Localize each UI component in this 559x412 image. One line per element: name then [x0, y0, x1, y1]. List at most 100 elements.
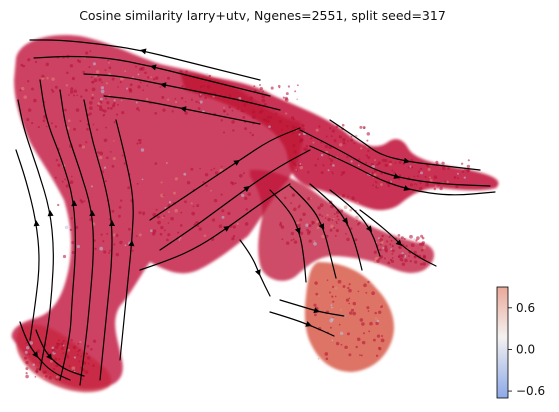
- cell-point: [296, 84, 299, 87]
- cell-point: [367, 149, 370, 153]
- cell-point: [315, 128, 319, 132]
- cell-point: [86, 356, 91, 360]
- cell-point: [359, 125, 363, 129]
- cell-point: [244, 222, 249, 226]
- cell-point: [107, 107, 110, 110]
- cell-point: [99, 155, 103, 160]
- cell-point: [371, 171, 374, 174]
- streamline-arrowhead: [46, 353, 52, 360]
- cell-point: [206, 72, 208, 75]
- cell-point: [117, 86, 119, 88]
- streamline-arrowhead: [294, 227, 301, 234]
- cell-point: [154, 162, 158, 165]
- cell-point: [253, 85, 256, 88]
- cell-point: [79, 366, 82, 369]
- streamline-arrowhead: [128, 240, 135, 247]
- cell-point: [290, 116, 295, 120]
- cell-point: [381, 334, 384, 338]
- cell-point: [220, 165, 223, 168]
- cell-point: [281, 238, 284, 241]
- streamline-arrowhead: [366, 225, 372, 232]
- cell-point: [357, 164, 360, 167]
- cell-point: [391, 257, 394, 259]
- cell-point: [278, 86, 281, 89]
- cell-point: [44, 370, 47, 374]
- cell-point: [355, 345, 358, 349]
- cell-point: [152, 78, 156, 81]
- cell-point: [466, 164, 471, 169]
- cell-point: [318, 125, 321, 128]
- cell-point: [232, 225, 236, 229]
- streamline: [309, 183, 363, 271]
- cell-point: [353, 142, 356, 145]
- cell-point: [329, 291, 331, 294]
- cell-point: [53, 357, 58, 361]
- streamline-arrowhead: [403, 185, 410, 191]
- cell-point: [296, 223, 301, 228]
- cell-point: [23, 356, 28, 360]
- cell-point: [290, 231, 295, 236]
- cell-point: [329, 127, 332, 130]
- cell-point: [103, 138, 108, 143]
- cell-point: [111, 164, 115, 168]
- cell-point: [419, 181, 422, 185]
- cell-point: [350, 160, 353, 163]
- cell-point: [351, 305, 354, 309]
- cell-point: [456, 172, 460, 175]
- cell-point: [410, 243, 415, 248]
- cell-point: [281, 129, 284, 132]
- cell-point: [56, 342, 59, 346]
- cell-point: [186, 180, 191, 185]
- cell-point: [73, 94, 76, 97]
- cell-point: [269, 116, 273, 119]
- cell-point: [113, 140, 115, 142]
- cell-point: [91, 96, 94, 100]
- cell-point: [84, 88, 88, 92]
- cell-point: [145, 97, 149, 101]
- cell-point: [329, 163, 332, 166]
- cell-point: [221, 209, 225, 213]
- cell-point: [105, 156, 109, 160]
- cell-point: [180, 211, 183, 214]
- cell-point: [350, 227, 353, 230]
- cell-point: [294, 126, 297, 129]
- cell-point: [361, 322, 365, 326]
- cell-point: [221, 215, 225, 219]
- cell-point: [453, 176, 457, 179]
- cell-point: [348, 283, 351, 286]
- cell-point: [350, 135, 353, 138]
- cell-point: [415, 239, 418, 242]
- cell-point: [146, 84, 149, 87]
- cell-point: [53, 350, 57, 354]
- cell-point: [51, 346, 55, 349]
- cell-point: [366, 139, 369, 142]
- cell-point: [141, 178, 144, 181]
- cell-point: [167, 98, 170, 101]
- cell-point: [378, 346, 381, 349]
- cell-point: [190, 167, 194, 171]
- cell-point: [331, 129, 335, 133]
- cell-point: [107, 59, 110, 62]
- cell-point: [268, 125, 271, 129]
- cell-point: [106, 101, 110, 105]
- cell-point: [115, 113, 119, 116]
- cell-point: [90, 76, 93, 79]
- streamline-arrowhead: [305, 321, 312, 327]
- cell-point: [185, 70, 188, 73]
- cell-point: [28, 353, 31, 356]
- cell-point: [420, 262, 423, 266]
- cell-point: [105, 180, 107, 183]
- cell-point: [384, 247, 388, 252]
- streamline-arrowhead: [89, 210, 96, 217]
- cell-point: [374, 257, 377, 260]
- cell-point: [373, 250, 377, 254]
- cell-point: [108, 94, 111, 97]
- cell-point: [375, 185, 379, 189]
- cell-point: [297, 130, 301, 134]
- cell-point: [74, 225, 79, 230]
- cell-point: [377, 237, 380, 240]
- cell-point: [173, 191, 176, 195]
- cell-point: [343, 205, 348, 210]
- cell-point: [317, 158, 320, 161]
- cell-point: [330, 159, 334, 163]
